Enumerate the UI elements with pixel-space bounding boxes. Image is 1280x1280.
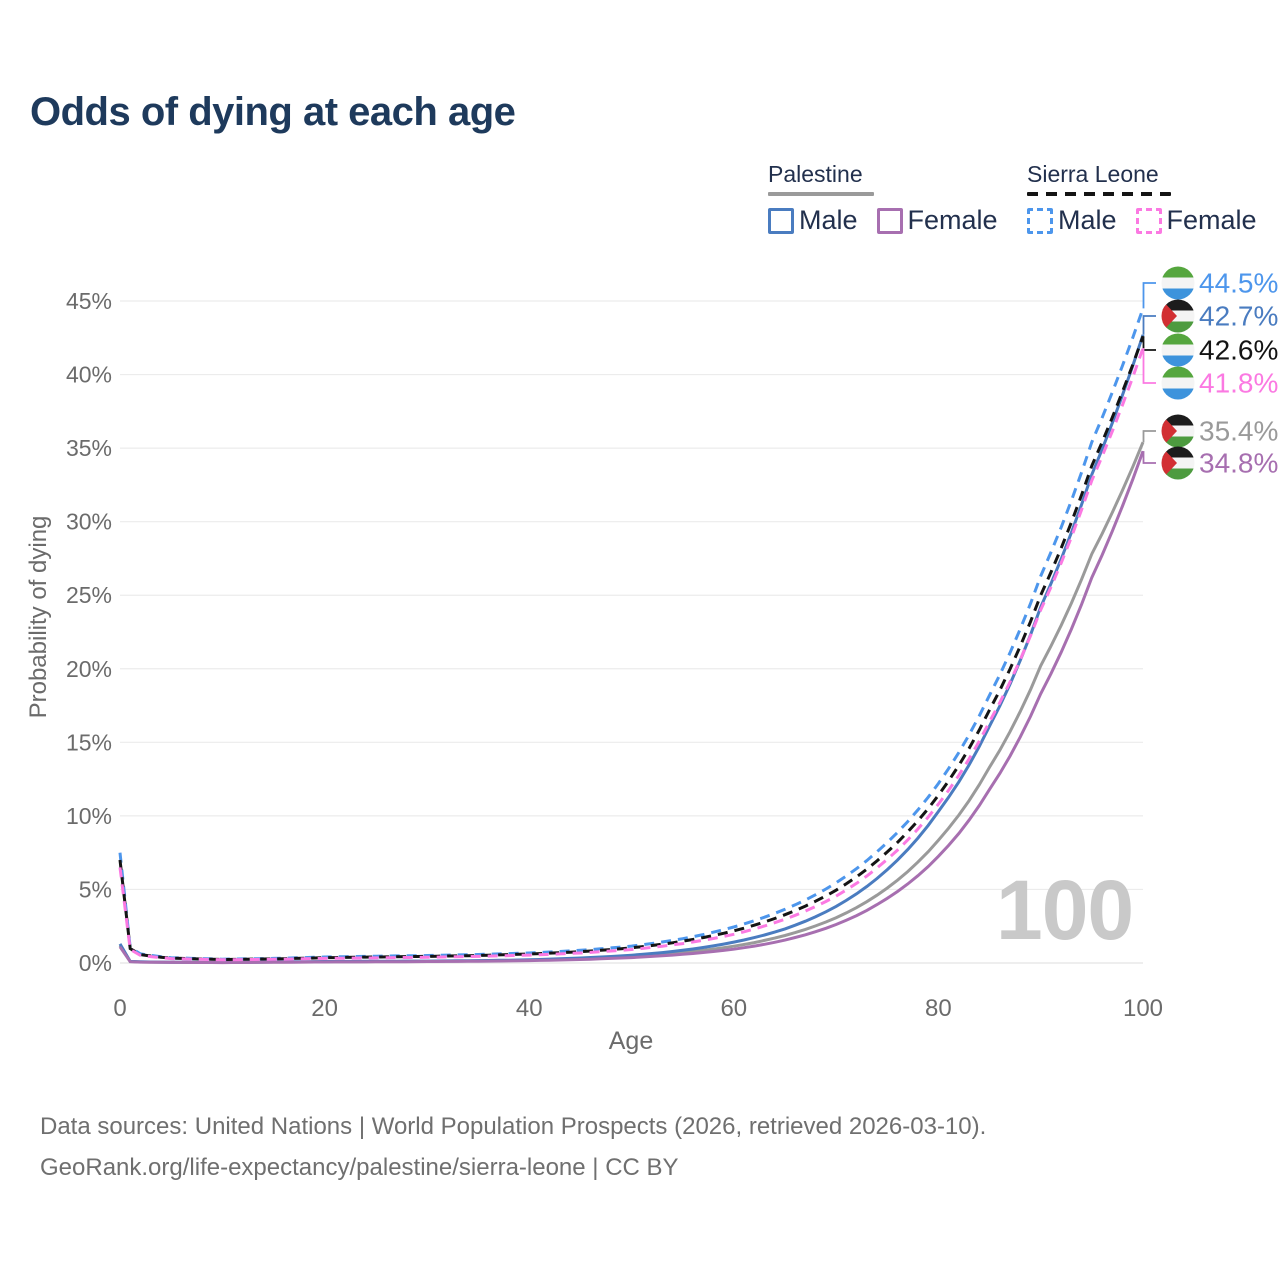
legend-group-sierra-leone: Sierra Leone Male Female (1027, 161, 1257, 234)
series-line-sierra-leone-female (118, 347, 1145, 962)
x-tick-label: 0 (113, 995, 126, 1022)
end-label-leader (1142, 315, 1156, 335)
end-label-value: 35.4% (1199, 416, 1278, 447)
end-label-value: 34.8% (1199, 448, 1278, 479)
series-line-palestine-both-sexes (118, 441, 1145, 964)
end-label-leader (1142, 282, 1156, 309)
series-line-palestine-male (118, 334, 1145, 964)
y-axis-label: Probability of dying (25, 516, 52, 719)
footer-attribution: Data sources: United Nations | World Pop… (40, 1106, 986, 1188)
y-tick-label: 10% (66, 803, 112, 829)
end-label-value: 42.6% (1199, 335, 1278, 366)
series-line-palestine-female (118, 450, 1145, 965)
legend-item-sierra-leone-male[interactable]: Male (1027, 207, 1117, 234)
end-label-leader (1142, 451, 1156, 464)
age-watermark: 100 (996, 863, 1134, 957)
footer-data-sources: Data sources: United Nations | World Pop… (40, 1113, 987, 1140)
end-label-value: 41.8% (1199, 368, 1278, 399)
end-label-leader (1142, 348, 1156, 384)
legend-swatch-palestine-male[interactable] (768, 207, 794, 234)
flag-icon-sierra-leone (1161, 266, 1195, 300)
legend-item-palestine-male[interactable]: Male (768, 207, 858, 234)
legend-group-palestine: Palestine Male Female (768, 161, 998, 234)
legend-item-label: Male (1058, 205, 1117, 235)
y-tick-label: 30% (66, 509, 112, 535)
flag-icon-palestine (1161, 446, 1195, 480)
page-title: Odds of dying at each age (30, 90, 516, 134)
legend-country-label-sierra-leone: Sierra Leone (1027, 161, 1159, 187)
series-line-sierra-leone-male (118, 307, 1145, 961)
y-tick-label: 15% (66, 729, 112, 755)
y-tick-label: 0% (79, 950, 112, 976)
x-tick-label: 20 (311, 995, 338, 1022)
y-tick-label: 20% (66, 656, 112, 682)
legend-swatch-palestine-female[interactable] (876, 207, 903, 234)
legend-item-palestine-female[interactable]: Female (876, 205, 998, 235)
legend-item-label: Female (907, 205, 998, 235)
flag-icon-sierra-leone (1161, 333, 1195, 367)
series-line-sierra-leone-both-sexes (118, 335, 1145, 962)
y-tick-label: 40% (66, 362, 112, 388)
flag-icon-palestine (1161, 414, 1195, 448)
x-axis-label: Age (609, 1027, 653, 1055)
legend-item-label: Female (1166, 205, 1257, 235)
legend-linestyle-palestine (768, 192, 874, 196)
x-tick-label: 80 (925, 995, 952, 1022)
legend-swatch-sierra-leone-female[interactable] (1135, 207, 1162, 234)
x-tick-label: 60 (720, 995, 747, 1022)
legend-swatch-sierra-leone-male[interactable] (1027, 207, 1053, 234)
legend-item-sierra-leone-female[interactable]: Female (1135, 205, 1257, 235)
x-tick-label: 40 (516, 995, 543, 1022)
y-tick-label: 25% (66, 582, 112, 608)
end-label-leader (1142, 336, 1156, 351)
end-label-leader (1142, 430, 1156, 443)
legend-linestyle-sierra-leone (1027, 192, 1171, 196)
legend-country-label-palestine: Palestine (768, 161, 863, 187)
y-tick-label: 5% (79, 876, 112, 902)
footer-url-license: GeoRank.org/life-expectancy/palestine/si… (40, 1154, 679, 1181)
y-tick-label: 35% (66, 435, 112, 461)
end-label-value: 44.5% (1199, 268, 1278, 299)
x-tick-label: 100 (1123, 995, 1163, 1022)
y-tick-label: 45% (66, 288, 112, 314)
flag-icon-sierra-leone (1161, 366, 1195, 400)
end-label-value: 42.7% (1199, 301, 1278, 332)
flag-icon-palestine (1161, 299, 1195, 333)
legend-item-label: Male (799, 205, 858, 235)
